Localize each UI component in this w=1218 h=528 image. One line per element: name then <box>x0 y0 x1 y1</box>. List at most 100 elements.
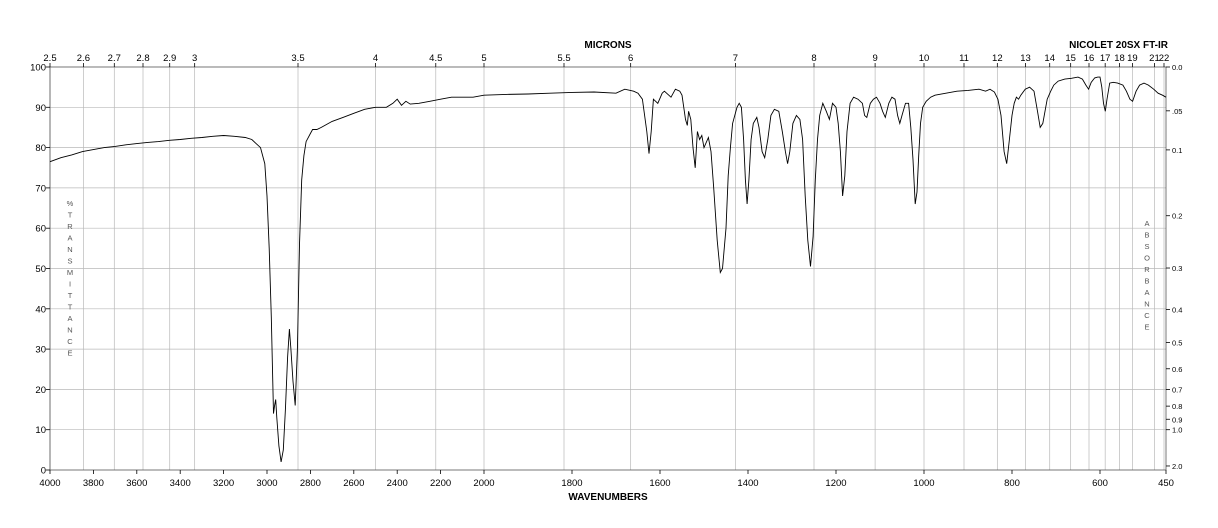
absorbance-tick-label: 0.2 <box>1172 212 1182 221</box>
y-tick-label: 70 <box>35 183 46 194</box>
micron-tick-label: 7 <box>733 53 738 64</box>
left-axis-title-char: I <box>69 280 71 289</box>
absorbance-tick-label: .05 <box>1172 107 1182 116</box>
x-tick-label: 1600 <box>649 478 670 489</box>
x-tick-label: 3800 <box>83 478 104 489</box>
chart-title: NICOLET 20SX FT-IR <box>1069 40 1169 51</box>
x-tick-label: 1000 <box>913 478 934 489</box>
right-axis-title-char: E <box>1144 323 1149 332</box>
transmittance-ticks: 0 10 20 30 40 50 60 70 80 90 100 <box>30 63 50 477</box>
right-axis-title-char: A <box>1144 288 1149 297</box>
absorbance-tick-label: 0.7 <box>1172 386 1182 395</box>
micron-tick-label: 9 <box>872 53 877 64</box>
left-axis-title-char: N <box>67 326 72 335</box>
absorbance-tick-label: 0.1 <box>1172 146 1182 155</box>
y-tick-label: 30 <box>35 345 46 356</box>
micron-tick-label: 19 <box>1127 53 1138 64</box>
micron-tick-label: 13 <box>1020 53 1031 64</box>
left-axis-title-char: T <box>68 291 73 300</box>
absorbance-tick-label: 2.0 <box>1172 462 1182 471</box>
micron-tick-label: 5.5 <box>557 53 570 64</box>
x-tick-label: 2600 <box>343 478 364 489</box>
left-axis-title-char: A <box>67 234 72 243</box>
y-tick-label: 50 <box>35 264 46 275</box>
x-tick-label: 2000 <box>473 478 494 489</box>
micron-tick-label: 2.7 <box>108 53 121 64</box>
y-tick-label: 40 <box>35 304 46 315</box>
x-tick-label: 2800 <box>300 478 321 489</box>
wavenumber-ticks: 4000 3800 3600 3400 3200 3000 2800 2600 2400 2200… <box>39 470 1174 489</box>
absorbance-tick-label: 0.4 <box>1172 306 1182 315</box>
micron-tick-label: 12 <box>992 53 1003 64</box>
micron-tick-label: 4 <box>373 53 378 64</box>
y-tick-label: 10 <box>35 425 46 436</box>
left-axis-title-char: C <box>67 337 73 346</box>
x-tick-label: 450 <box>1158 478 1174 489</box>
absorbance-tick-label: 0.6 <box>1172 365 1182 374</box>
x-tick-label: 2400 <box>387 478 408 489</box>
absorbance-tick-label: 0.0 <box>1172 63 1182 72</box>
right-axis-title-char: A <box>1144 219 1149 228</box>
y-tick-label: 90 <box>35 103 46 114</box>
x-tick-label: 4000 <box>39 478 60 489</box>
x-tick-label: 1400 <box>737 478 758 489</box>
left-axis-title-char: T <box>68 303 73 312</box>
right-axis-title-char: S <box>1144 242 1149 251</box>
left-axis-title-char: % <box>67 199 74 208</box>
micron-tick-label: 6 <box>628 53 633 64</box>
x-tick-label: 3400 <box>170 478 191 489</box>
micron-tick-label: 17 <box>1100 53 1111 64</box>
micron-tick-label: 14 <box>1044 53 1055 64</box>
left-axis-title-char: S <box>67 257 72 266</box>
y-tick-label: 0 <box>41 466 46 477</box>
micron-tick-label: 21 <box>1149 53 1160 64</box>
micron-tick-label: 5 <box>481 53 486 64</box>
left-axis-title-char: R <box>67 222 73 231</box>
right-axis-title-char: R <box>1144 265 1150 274</box>
micron-tick-label: 10 <box>919 53 930 64</box>
x-tick-label: 1800 <box>561 478 582 489</box>
micron-tick-label: 16 <box>1084 53 1095 64</box>
y-tick-label: 20 <box>35 385 46 396</box>
left-axis-title-char: E <box>67 349 72 358</box>
micron-tick-label: 4.5 <box>429 53 442 64</box>
x-tick-label: 800 <box>1004 478 1020 489</box>
y-tick-label: 80 <box>35 143 46 154</box>
absorbance-tick-label: 0.5 <box>1172 339 1182 348</box>
right-axis-title-char: O <box>1144 254 1150 263</box>
y-tick-label: 60 <box>35 224 46 235</box>
left-axis-title-char: T <box>68 211 73 220</box>
right-axis-title-char: B <box>1144 277 1149 286</box>
micron-tick-label: 8 <box>811 53 816 64</box>
absorbance-tick-label: 0.3 <box>1172 264 1182 273</box>
micron-tick-label: 3.5 <box>291 53 304 64</box>
micron-tick-label: 15 <box>1065 53 1076 64</box>
left-axis-title-char: M <box>67 268 73 277</box>
micron-tick-label: 2.5 <box>43 53 56 64</box>
micron-tick-label: 22 <box>1159 53 1170 64</box>
right-axis-title-char: N <box>1144 300 1149 309</box>
top-axis-title: MICRONS <box>584 40 632 51</box>
x-axis-title: WAVENUMBERS <box>568 492 648 503</box>
absorbance-ticks: 0.0 .05 0.1 0.2 0.3 0.4 0.5 0.6 0.7 0.8 0.9 1.0 2.0 <box>1166 63 1182 471</box>
absorbance-tick-label: 0.9 <box>1172 415 1182 424</box>
micron-tick-label: 2.8 <box>136 53 149 64</box>
x-tick-label: 3000 <box>256 478 277 489</box>
left-axis-title-char: A <box>67 314 72 323</box>
micron-ticks: 2.5 2.6 2.7 2.8 2.9 3 3.5 4 4.5 5 5.5 6 7 8 9 10 11 12 13 1… <box>43 53 1169 67</box>
absorbance-tick-label: 1.0 <box>1172 426 1182 435</box>
y-tick-label: 100 <box>30 63 46 74</box>
right-axis-title-char: B <box>1144 231 1149 240</box>
micron-tick-label: 11 <box>959 53 969 64</box>
micron-tick-label: 2.9 <box>163 53 176 64</box>
grid-lines <box>49 67 1166 470</box>
micron-tick-label: 18 <box>1114 53 1125 64</box>
spectrum-line <box>49 76 1167 462</box>
x-tick-label: 2200 <box>430 478 451 489</box>
right-axis-title-char: C <box>1144 311 1150 320</box>
x-tick-label: 600 <box>1092 478 1108 489</box>
x-tick-label: 3200 <box>213 478 234 489</box>
